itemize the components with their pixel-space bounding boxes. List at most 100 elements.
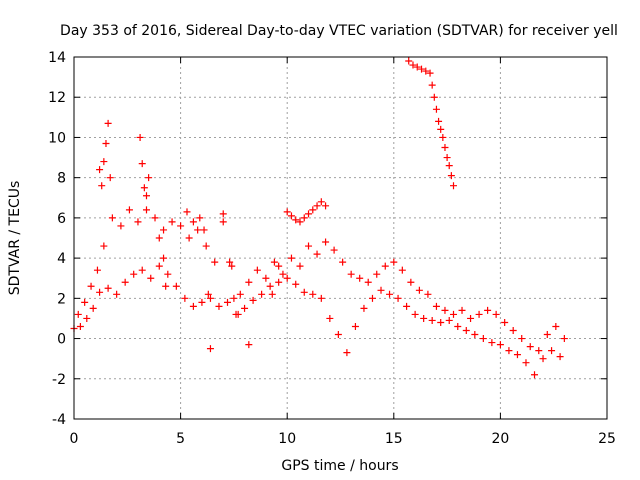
x-axis-label: GPS time / hours bbox=[281, 458, 398, 474]
data-point bbox=[543, 331, 551, 339]
data-point bbox=[134, 218, 142, 226]
data-point bbox=[245, 278, 253, 286]
data-point bbox=[447, 172, 455, 180]
data-point bbox=[407, 278, 415, 286]
data-point bbox=[168, 218, 176, 226]
data-point bbox=[270, 258, 278, 266]
x-tick-label: 0 bbox=[70, 431, 79, 447]
data-point bbox=[200, 226, 208, 234]
data-point bbox=[202, 242, 210, 250]
data-point bbox=[441, 306, 449, 314]
data-point bbox=[509, 327, 517, 335]
data-point bbox=[160, 226, 168, 234]
data-point bbox=[151, 214, 159, 222]
data-point bbox=[484, 306, 492, 314]
data-point bbox=[104, 119, 112, 127]
data-point bbox=[492, 310, 500, 318]
data-point bbox=[305, 210, 313, 218]
y-tick-label: 4 bbox=[57, 251, 66, 267]
data-point bbox=[368, 294, 376, 302]
data-point bbox=[432, 105, 440, 113]
data-points bbox=[70, 57, 568, 379]
data-point bbox=[398, 266, 406, 274]
data-point bbox=[219, 210, 227, 218]
data-point bbox=[181, 294, 189, 302]
data-point bbox=[83, 314, 91, 322]
data-point bbox=[317, 294, 325, 302]
data-point bbox=[330, 246, 338, 254]
data-point bbox=[138, 160, 146, 168]
data-point bbox=[275, 278, 283, 286]
data-point bbox=[518, 335, 526, 343]
data-point bbox=[236, 290, 244, 298]
data-point bbox=[560, 335, 568, 343]
data-point bbox=[253, 266, 261, 274]
data-point bbox=[526, 343, 534, 351]
data-point bbox=[147, 274, 155, 282]
data-point bbox=[505, 347, 513, 355]
data-point bbox=[96, 288, 104, 296]
data-point bbox=[108, 214, 116, 222]
data-point bbox=[535, 347, 543, 355]
data-point bbox=[215, 302, 223, 310]
data-point bbox=[479, 335, 487, 343]
data-point bbox=[347, 270, 355, 278]
data-point bbox=[224, 298, 232, 306]
data-point bbox=[501, 318, 509, 326]
grid-lines bbox=[73, 56, 608, 420]
data-point bbox=[283, 208, 291, 216]
data-point bbox=[309, 206, 317, 214]
data-point bbox=[424, 290, 432, 298]
data-point bbox=[98, 182, 106, 190]
data-point bbox=[211, 258, 219, 266]
data-point bbox=[531, 371, 539, 379]
data-point bbox=[373, 270, 381, 278]
y-axis-label: SDTVAR / TECUs bbox=[7, 181, 23, 296]
data-point bbox=[228, 262, 236, 270]
data-point bbox=[142, 206, 150, 214]
data-point bbox=[377, 286, 385, 294]
data-point bbox=[360, 304, 368, 312]
y-tick-label: -4 bbox=[52, 412, 66, 428]
data-point bbox=[322, 202, 330, 210]
data-point bbox=[548, 347, 556, 355]
data-point bbox=[390, 258, 398, 266]
data-point bbox=[189, 302, 197, 310]
data-point bbox=[87, 282, 95, 290]
y-tick-label: 10 bbox=[48, 130, 66, 146]
data-point bbox=[130, 270, 138, 278]
data-point bbox=[445, 162, 453, 170]
axis-ticks: 0 5 10 15 20 25 -4 -2 0 2 4 6 8 10 12 14 bbox=[48, 50, 616, 447]
series-main-band-upper bbox=[74, 206, 568, 355]
data-point bbox=[426, 69, 434, 77]
plot-frame bbox=[73, 56, 608, 420]
y-tick-label: 14 bbox=[48, 50, 66, 66]
data-point bbox=[445, 316, 453, 324]
data-point bbox=[471, 331, 479, 339]
data-point bbox=[125, 206, 133, 214]
data-point bbox=[162, 282, 170, 290]
data-point bbox=[496, 341, 504, 349]
data-point bbox=[437, 125, 445, 133]
data-point bbox=[219, 218, 227, 226]
data-point bbox=[292, 280, 300, 288]
data-point bbox=[177, 222, 185, 230]
data-point bbox=[364, 278, 372, 286]
data-point bbox=[420, 314, 428, 322]
data-point bbox=[522, 359, 530, 367]
data-point bbox=[326, 314, 334, 322]
data-point bbox=[300, 288, 308, 296]
data-point bbox=[351, 322, 359, 330]
data-point bbox=[488, 339, 496, 347]
data-point bbox=[262, 274, 270, 282]
y-tick-label: 0 bbox=[57, 332, 66, 348]
data-point bbox=[93, 266, 101, 274]
data-point bbox=[437, 318, 445, 326]
x-tick-label: 20 bbox=[491, 431, 509, 447]
data-point bbox=[428, 81, 436, 89]
data-point bbox=[185, 234, 193, 242]
data-point bbox=[106, 174, 114, 182]
data-point bbox=[439, 133, 447, 141]
data-point bbox=[339, 258, 347, 266]
